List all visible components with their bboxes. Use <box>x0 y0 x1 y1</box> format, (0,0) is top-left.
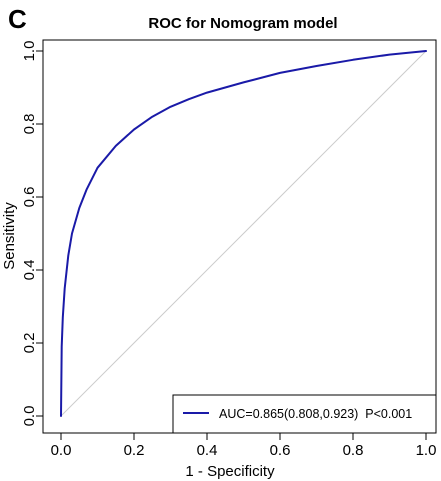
y-tick-label: 1.0 <box>21 41 38 62</box>
y-axis: 0.0 0.2 0.4 0.6 0.8 1.0 <box>21 41 44 427</box>
x-tick-label: 0.0 <box>51 442 72 459</box>
x-tick-label: 0.8 <box>343 442 364 459</box>
chart-title: ROC for Nomogram model <box>148 15 337 32</box>
legend-box <box>172 394 437 434</box>
plot-frame <box>42 39 437 434</box>
x-tick-label: 1.0 <box>416 442 437 459</box>
y-tick-label: 0.0 <box>21 406 38 427</box>
y-tick-label: 0.4 <box>21 260 38 281</box>
x-tick-label: 0.4 <box>197 442 218 459</box>
y-tick-label: 0.6 <box>21 187 38 208</box>
y-tick-label: 0.8 <box>21 114 38 135</box>
x-axis: 0.0 0.2 0.4 0.6 0.8 1.0 <box>51 432 437 459</box>
reference-diagonal-line <box>60 50 427 417</box>
series-layer <box>60 50 427 417</box>
legend-label-auc: AUC=0.865(0.808,0.923) P<0.001 <box>219 407 412 421</box>
legend: AUC=0.865(0.808,0.923) P<0.001 <box>172 394 437 434</box>
x-tick-label: 0.6 <box>270 442 291 459</box>
x-axis-label: 1 - Specificity <box>185 463 275 480</box>
roc-curve <box>60 50 427 417</box>
y-axis-label: Sensitivity <box>1 202 18 270</box>
panel-letter: C <box>8 4 27 34</box>
y-tick-label: 0.2 <box>21 333 38 354</box>
x-tick-label: 0.2 <box>124 442 145 459</box>
